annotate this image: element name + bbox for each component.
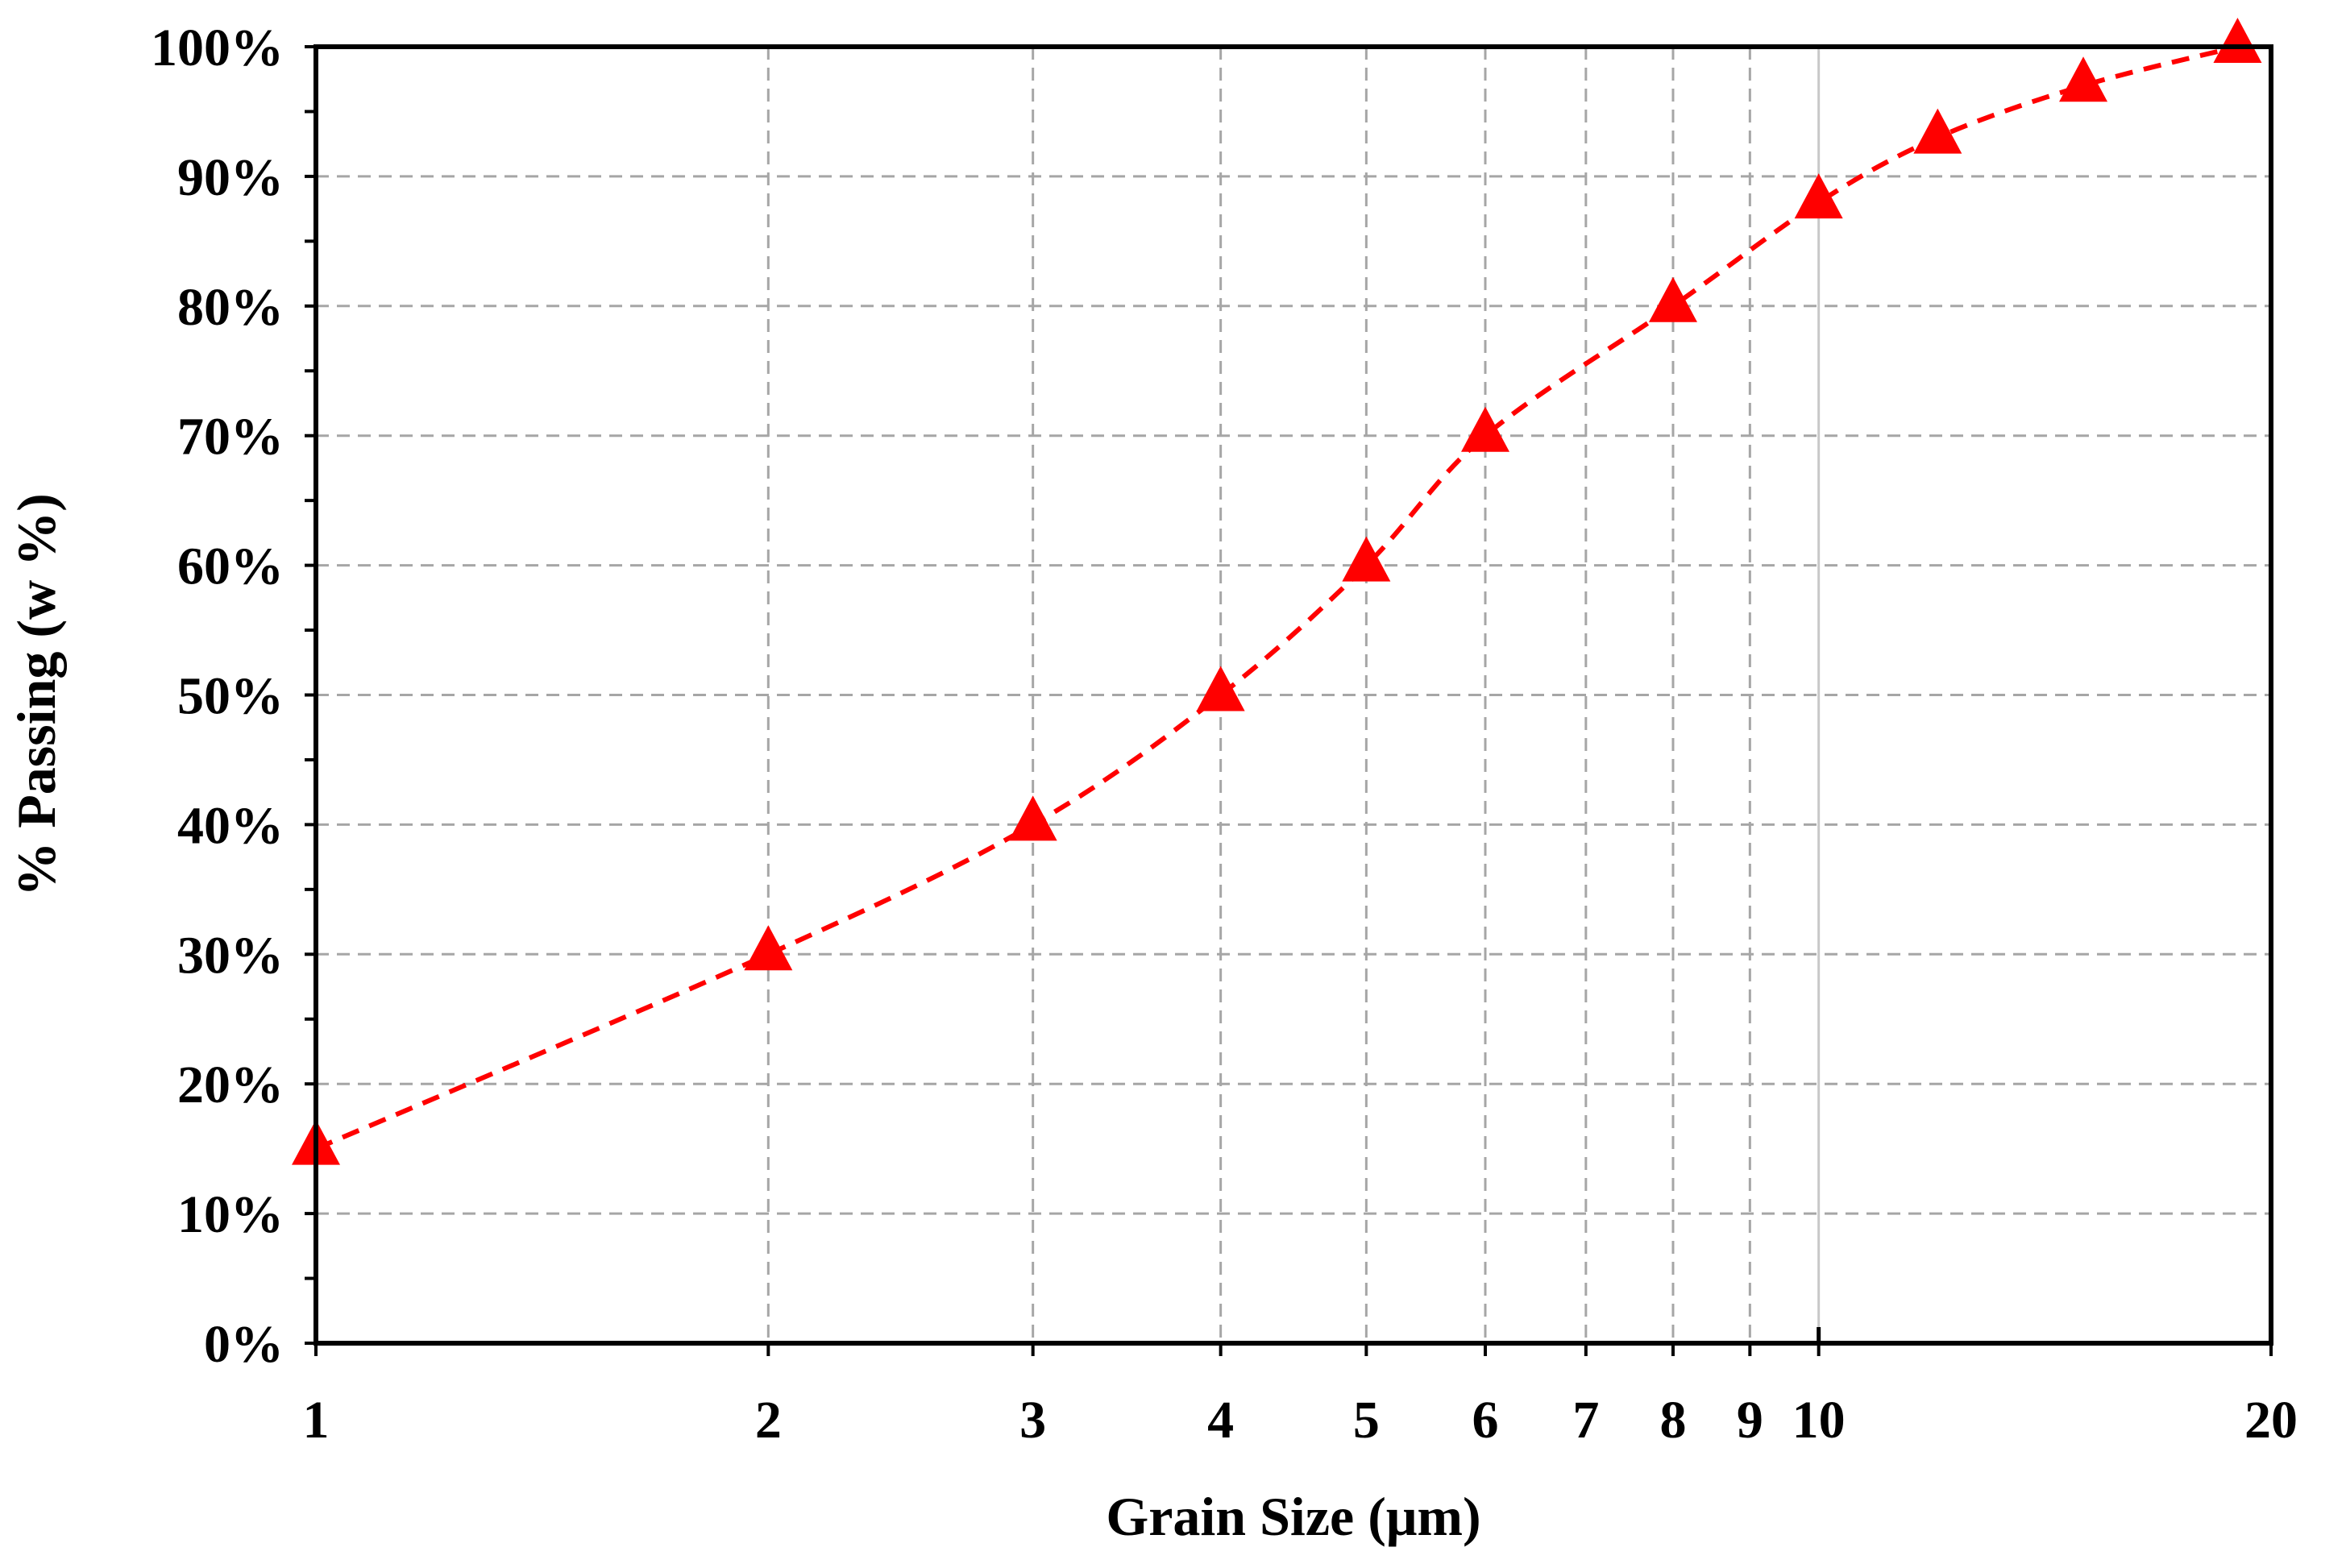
x-tick-label: 20 — [2244, 1391, 2298, 1450]
y-tick-label: 80% — [177, 278, 284, 337]
y-tick-label: 20% — [177, 1056, 284, 1114]
y-tick-label: 30% — [177, 926, 284, 985]
data-point-marker — [2059, 56, 2108, 102]
data-point-marker — [1196, 666, 1245, 711]
x-tick-label: 10 — [1792, 1391, 1846, 1450]
x-tick-labels: 1 2 3 4 5 6 7 8 9 10 20 — [303, 1391, 2298, 1450]
series-line-0 — [314, 44, 2239, 1151]
data-point-marker — [744, 925, 793, 971]
grid — [316, 47, 2271, 1343]
y-tick-label: 40% — [177, 796, 284, 855]
y-tick-label: 70% — [177, 408, 284, 467]
y-axis-title: % Passing (w %) — [6, 493, 67, 897]
x-tick-label: 2 — [755, 1391, 782, 1450]
data-point-marker — [1913, 108, 1962, 154]
data-point-marker — [2213, 18, 2262, 63]
x-tick-label: 7 — [1572, 1391, 1599, 1450]
x-tick-label: 9 — [1737, 1391, 1763, 1450]
marker-group — [292, 18, 2262, 1165]
y-tick-labels: 0% 10% 20% 30% 40% 50% 60% 70% 80% 90% 100% — [151, 19, 284, 1374]
x-tick-label: 8 — [1659, 1391, 1686, 1450]
y-tick-label: 100% — [151, 19, 284, 77]
y-tick-label: 90% — [177, 148, 284, 207]
data-point-marker — [1342, 536, 1391, 582]
y-tick-label: 10% — [177, 1185, 284, 1244]
minor-ticks — [305, 45, 2273, 1356]
data-point-marker — [1648, 276, 1697, 322]
x-tick-label: 3 — [1019, 1391, 1046, 1450]
y-tick-label: 0% — [204, 1315, 284, 1374]
plot-frame — [313, 44, 2273, 1346]
x-tick-label: 6 — [1472, 1391, 1499, 1450]
x-tick-label: 4 — [1207, 1391, 1234, 1450]
series-line-group — [314, 44, 2239, 1151]
x-tick-label: 1 — [303, 1391, 330, 1450]
y-tick-label: 60% — [177, 537, 284, 596]
data-point-marker — [1461, 406, 1510, 452]
data-point-marker — [1794, 173, 1843, 219]
x-tick-label: 5 — [1353, 1391, 1380, 1450]
y-tick-label: 50% — [177, 667, 284, 726]
data-point-marker — [1008, 795, 1057, 841]
x-axis-title: Grain Size (μm) — [1106, 1486, 1480, 1547]
